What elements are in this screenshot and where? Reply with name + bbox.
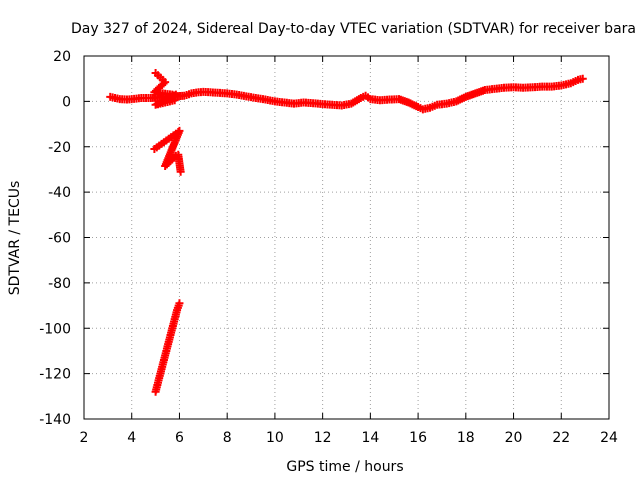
x-tick-label: 10 <box>266 430 284 446</box>
grid-lines <box>84 56 609 419</box>
x-axis: 2 4 6 8 10 12 14 16 18 20 22 24 <box>80 56 618 446</box>
x-tick-label: 24 <box>600 430 618 446</box>
x-tick-label: 2 <box>80 430 89 446</box>
x-tick-label: 6 <box>175 430 184 446</box>
y-tick-label: -60 <box>48 231 71 247</box>
x-tick-label: 22 <box>552 430 570 446</box>
data-point <box>578 74 587 83</box>
x-tick-label: 16 <box>409 430 427 446</box>
x-tick-label: 20 <box>505 430 523 446</box>
y-tick-label: -20 <box>48 140 71 156</box>
y-tick-label: -80 <box>48 276 71 292</box>
data-point <box>176 167 185 176</box>
data-point <box>175 299 184 308</box>
x-tick-label: 14 <box>361 430 379 446</box>
data-point <box>170 96 179 105</box>
x-tick-label: 12 <box>314 430 332 446</box>
x-axis-label: GPS time / hours <box>286 459 403 475</box>
y-tick-label: 0 <box>62 94 71 110</box>
y-tick-label: -40 <box>48 185 71 201</box>
x-tick-label: 18 <box>457 430 475 446</box>
y-tick-label: 20 <box>53 49 71 65</box>
y-axis: -140 -120 -100 -80 -60 -40 -20 0 20 <box>39 49 609 428</box>
y-tick-label: -100 <box>39 321 71 337</box>
x-tick-label: 4 <box>127 430 136 446</box>
chart-title: Day 327 of 2024, Sidereal Day-to-day VTE… <box>71 21 636 37</box>
y-axis-label: SDTVAR / TECUs <box>7 181 23 296</box>
data-series <box>106 69 587 396</box>
y-tick-label: -120 <box>39 367 71 383</box>
y-tick-label: -140 <box>39 412 71 428</box>
x-tick-label: 8 <box>223 430 232 446</box>
